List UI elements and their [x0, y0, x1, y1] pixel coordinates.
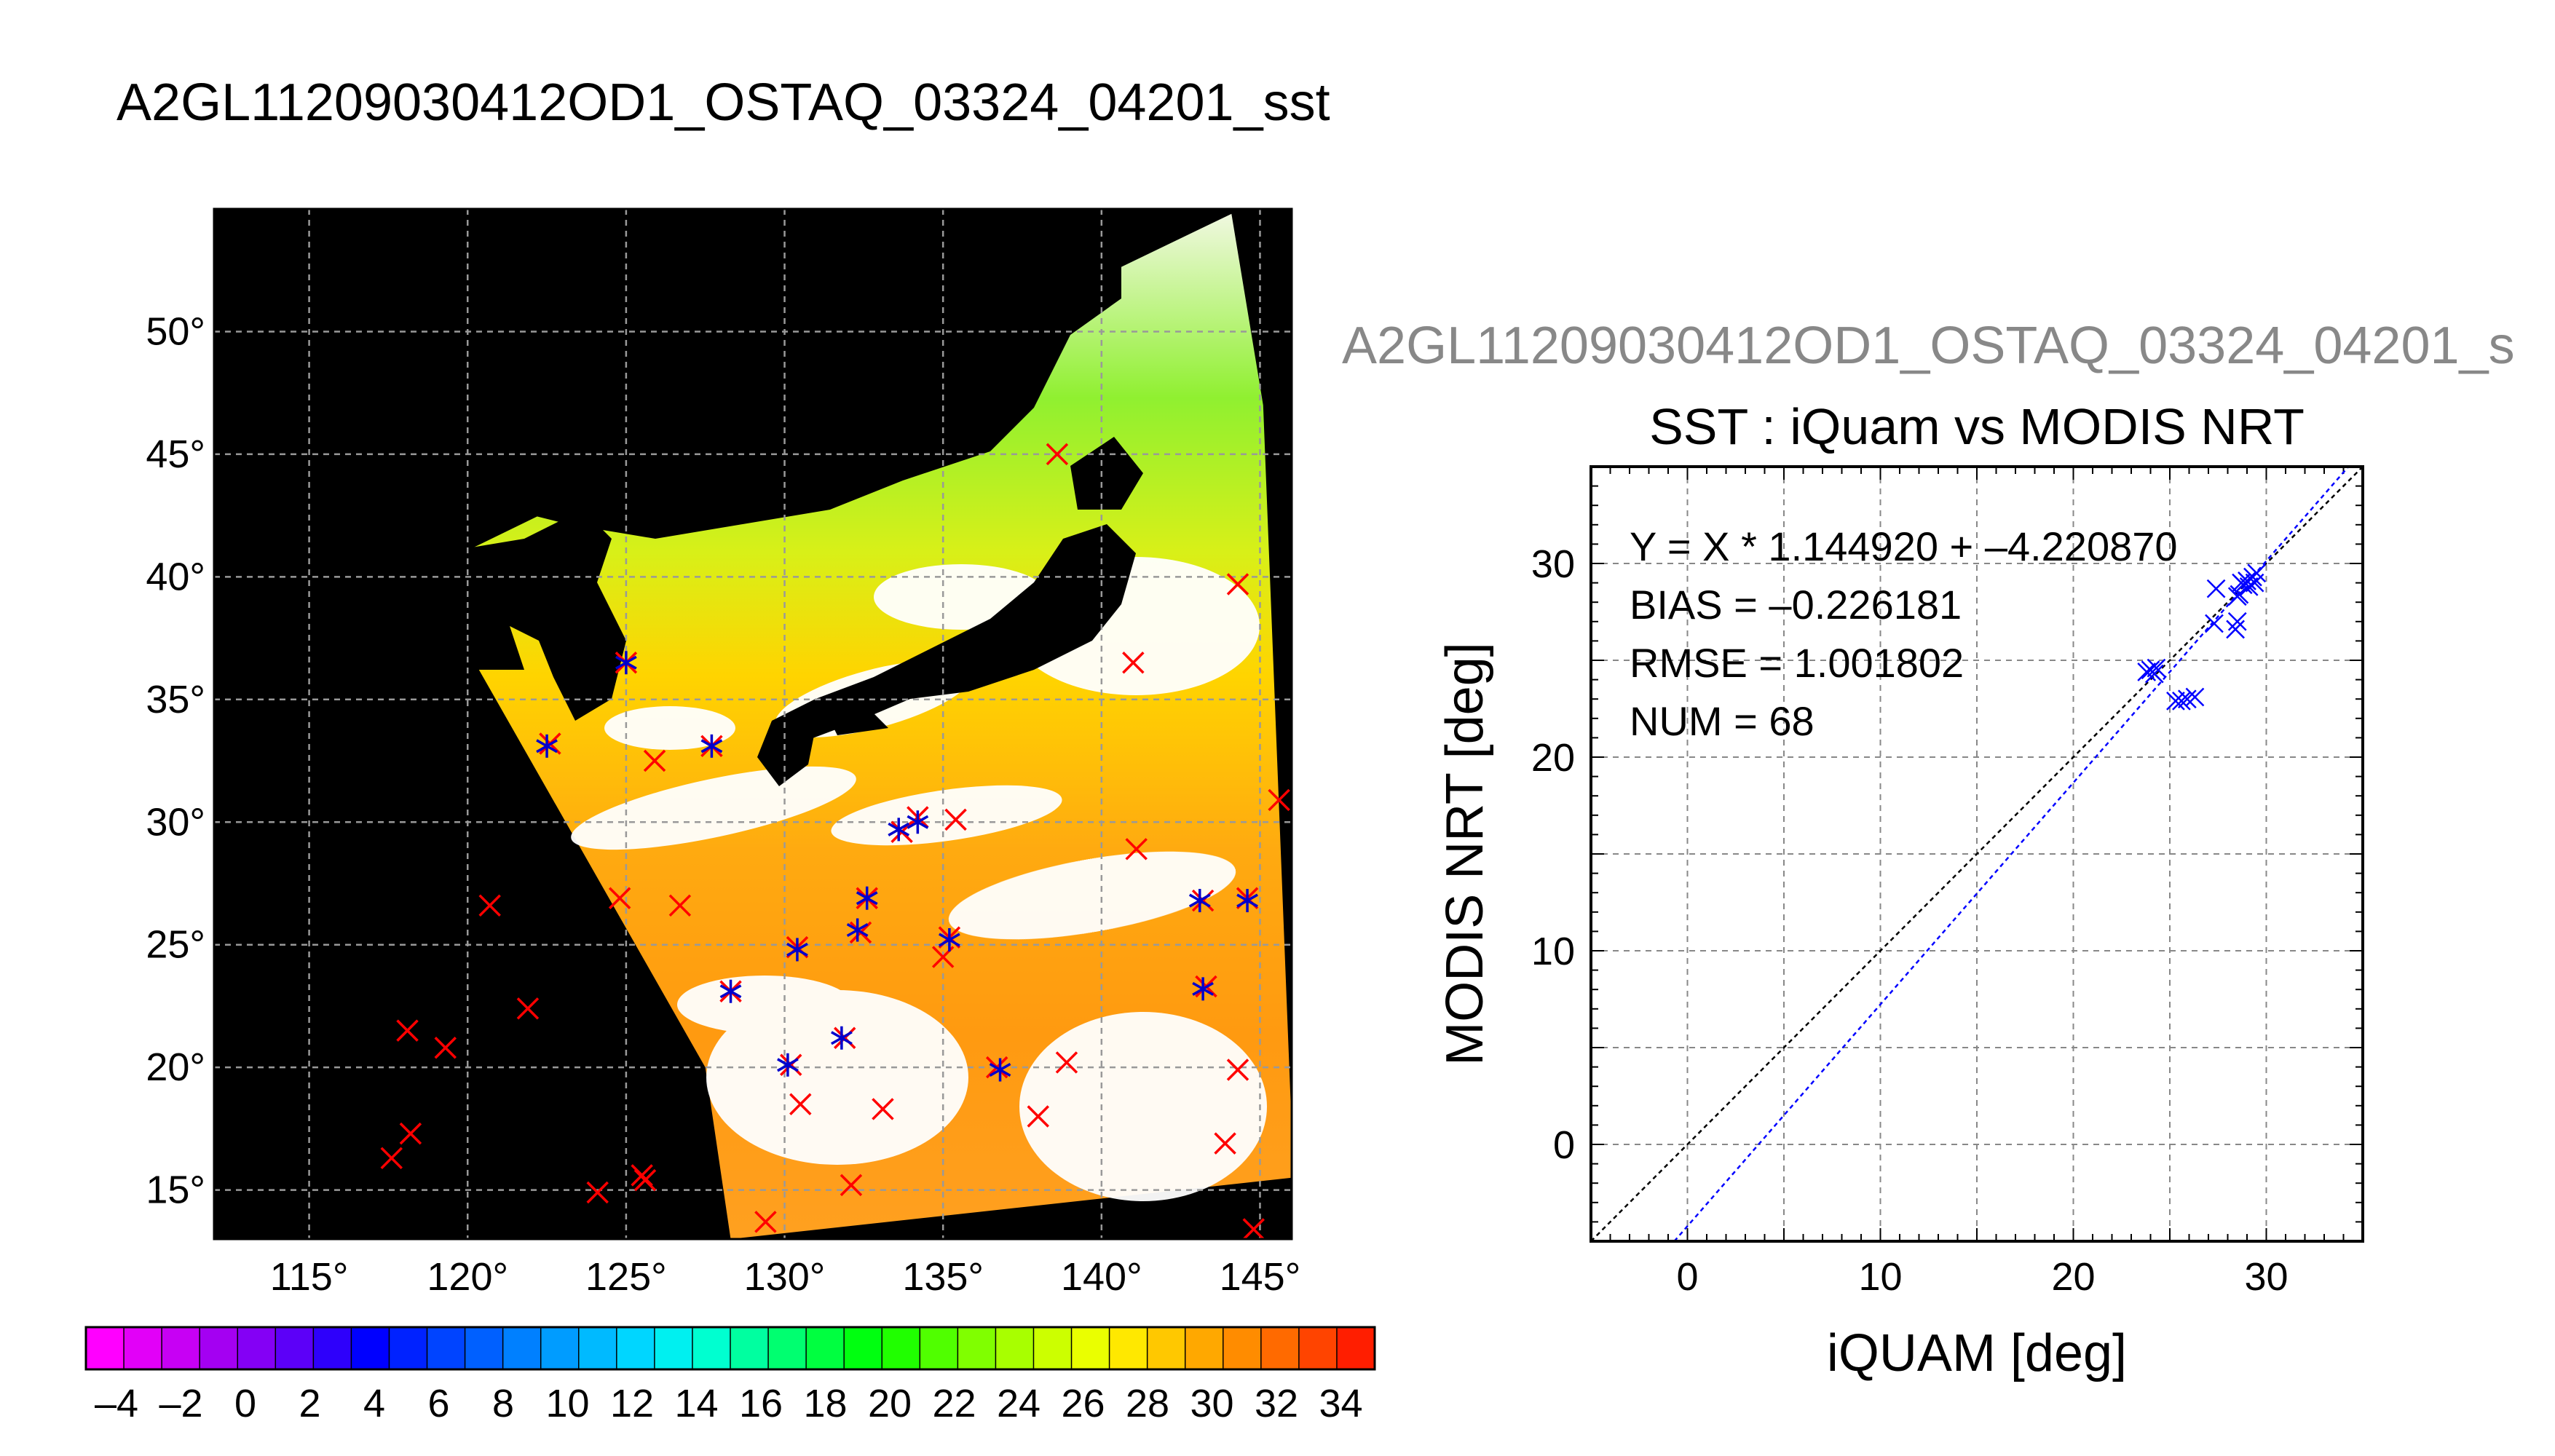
red-x-marker	[1191, 889, 1215, 912]
map-lat-tick: 35°	[146, 678, 205, 721]
red-x-marker	[643, 749, 666, 772]
blue-star-marker	[1192, 977, 1214, 1001]
blue-star-marker	[907, 810, 929, 834]
blue-star-marker	[939, 927, 960, 951]
red-x-marker	[434, 1036, 457, 1059]
map-lon-tick: 140°	[1061, 1255, 1142, 1299]
blue-star-marker	[536, 734, 558, 758]
blue-star-marker	[1188, 889, 1211, 913]
blue-star-marker	[846, 918, 869, 942]
scatter-header-title: A2GL11209030412OD1_OSTAQ_03324_04201_s	[1342, 317, 2515, 375]
red-x-marker	[1046, 443, 1069, 466]
map-lon-tick: 115°	[270, 1255, 349, 1299]
red-x-marker	[872, 1098, 894, 1120]
red-x-marker	[633, 1168, 657, 1192]
map-content	[214, 209, 1340, 1239]
blue-star-marker	[831, 1026, 853, 1050]
blue-star-marker	[888, 818, 910, 842]
blue-star-marker	[1236, 889, 1258, 913]
red-x-marker	[668, 894, 692, 917]
map-lat-tick: 20°	[146, 1045, 205, 1089]
red-x-marker	[396, 1019, 419, 1042]
blue-star-marker	[615, 651, 637, 675]
red-x-marker	[1027, 1105, 1050, 1128]
red-x-marker	[840, 1174, 863, 1197]
red-x-marker	[1226, 573, 1249, 596]
red-x-marker	[1268, 788, 1290, 812]
red-x-marker	[608, 887, 631, 909]
red-x-marker	[1319, 660, 1340, 680]
map-lon-tick: 125°	[585, 1255, 667, 1299]
blue-star-marker	[719, 979, 742, 1003]
red-x-marker	[1125, 838, 1148, 860]
map-markers	[380, 443, 1340, 1239]
map-lat-tick: 15°	[146, 1168, 205, 1212]
red-x-marker	[754, 1211, 777, 1233]
red-x-marker	[833, 1026, 856, 1049]
blue-star-marker	[989, 1058, 1011, 1082]
map-lon-tick: 130°	[744, 1255, 826, 1299]
land-masses	[214, 209, 1143, 786]
map-lat-tick: 40°	[146, 555, 205, 598]
map-lat-tick: 25°	[146, 923, 205, 967]
blue-star-marker	[856, 886, 878, 910]
red-x-marker	[1055, 1051, 1078, 1074]
map-lon-tick: 120°	[427, 1255, 508, 1299]
red-x-marker	[1242, 1218, 1265, 1239]
blue-star-marker	[777, 1053, 799, 1077]
red-x-marker	[516, 997, 540, 1020]
red-x-marker	[478, 894, 501, 917]
blue-star-marker	[786, 938, 808, 962]
map-lat-tick: 30°	[146, 800, 205, 844]
red-x-marker	[944, 808, 967, 831]
red-x-marker	[399, 1122, 422, 1145]
red-x-marker	[1214, 1132, 1236, 1155]
map-lat-tick: 50°	[146, 309, 205, 353]
map-lon-tick: 145°	[1220, 1255, 1301, 1299]
map-lon-tick: 135°	[902, 1255, 984, 1299]
map-graticule	[214, 209, 1292, 1239]
red-x-marker	[1122, 652, 1145, 674]
red-x-marker	[779, 1053, 802, 1077]
red-x-marker	[380, 1147, 403, 1170]
red-x-marker	[789, 1093, 812, 1115]
blue-star-marker	[700, 734, 723, 758]
map-tick-labels: 115° 120° 125° 130° 135° 140° 145° 15° 20° 25° 30°…	[146, 309, 1300, 1299]
red-x-marker	[1226, 1059, 1249, 1081]
map-lat-tick: 45°	[146, 432, 205, 476]
red-x-marker	[586, 1181, 609, 1204]
page-title: A2GL11209030412OD1_OSTAQ_03324_04201_sst	[117, 74, 1330, 132]
